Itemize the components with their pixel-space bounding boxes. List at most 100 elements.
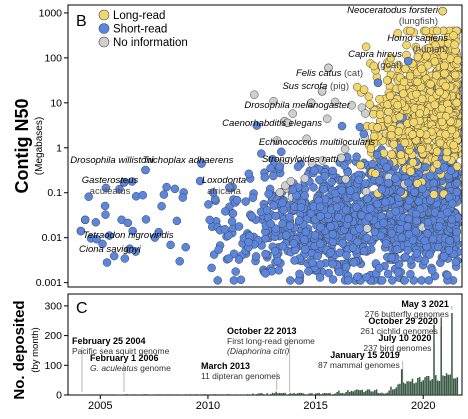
month-bar [304, 394, 306, 395]
month-bar [444, 376, 446, 395]
month-bar [283, 393, 285, 395]
annotation-date: May 3 2021 [401, 299, 449, 309]
month-bar [259, 393, 261, 395]
scatter-point [385, 108, 393, 116]
month-bar [320, 394, 322, 395]
scatter-point [448, 216, 456, 224]
scatter-point [417, 145, 425, 153]
month-bar [399, 384, 401, 395]
scatter-point [270, 202, 278, 210]
scatter-point [418, 95, 426, 103]
month-bar [277, 393, 279, 395]
month-bar [279, 393, 281, 395]
scatter-point [335, 213, 343, 221]
scatter-point [342, 206, 350, 214]
month-bar [412, 379, 414, 395]
scatter-point [338, 186, 346, 194]
scatter-point [404, 223, 412, 231]
scatter-point [405, 196, 413, 204]
scatter-point [232, 268, 240, 276]
month-bar [369, 389, 371, 395]
month-bar [401, 369, 403, 395]
highlighted-point [142, 166, 150, 174]
month-bar [351, 391, 353, 395]
month-bar [299, 393, 301, 395]
scatter-point [430, 191, 438, 199]
scatter-point [416, 129, 424, 137]
scatter-point [286, 222, 294, 230]
scatter-point [262, 269, 270, 277]
scatter-point [443, 148, 451, 156]
scatter-point [269, 172, 277, 180]
scatter-point [371, 228, 379, 236]
scatter-point [291, 257, 299, 265]
month-bar [349, 392, 351, 395]
scatter-point [301, 236, 309, 244]
y-tick-label-c: 100 [44, 360, 62, 372]
scatter-point [221, 225, 229, 233]
month-bar [80, 394, 82, 395]
scatter-point [404, 179, 412, 187]
month-bar [103, 394, 105, 395]
scatter-point [343, 251, 351, 259]
month-bar [335, 394, 337, 396]
species-label: Drosophila melanogaster [244, 100, 350, 111]
scatter-point [301, 175, 309, 183]
month-bar [137, 394, 139, 395]
month-bar [270, 394, 272, 395]
scatter-point [388, 150, 396, 158]
scatter-point [208, 264, 216, 272]
scatter-point [385, 179, 393, 187]
scatter-point [121, 255, 129, 263]
scatter-point [262, 250, 270, 258]
y-axis-title-c: No. deposited [11, 300, 28, 399]
scatter-point [425, 276, 433, 284]
scatter-point [329, 230, 337, 238]
y-tick-label-b: 0.001 [36, 277, 62, 289]
scatter-point [452, 258, 460, 266]
month-bar [378, 393, 380, 395]
y-axis-title-b: Contig N50 [12, 98, 32, 193]
scatter-point [429, 235, 437, 243]
legend-label: No information [113, 37, 188, 49]
month-bar [381, 393, 383, 395]
scatter-point [335, 268, 343, 276]
month-bar [109, 394, 111, 395]
scatter-point [228, 217, 236, 225]
month-bar [311, 393, 313, 395]
month-bar [302, 393, 304, 395]
y-tick-label-b: 1 [56, 142, 62, 154]
scatter-point [92, 218, 100, 226]
scatter-point [363, 273, 371, 281]
month-bar [196, 394, 198, 395]
month-bar [455, 378, 457, 395]
y-tick-label-c: 200 [44, 330, 62, 342]
x-tick-label-c: 2020 [411, 400, 435, 412]
scatter-point [433, 160, 441, 168]
month-bar [85, 394, 87, 395]
month-bar [313, 394, 315, 395]
month-bar [406, 381, 408, 395]
month-bar [410, 382, 412, 395]
species-label: Strongyloides ratti [262, 154, 339, 165]
month-bar [426, 376, 428, 395]
scatter-point [275, 266, 283, 274]
scatter-point [310, 167, 318, 175]
scatter-point [394, 101, 402, 109]
scatter-point [382, 198, 390, 206]
month-bar [324, 393, 326, 395]
scatter-point [375, 264, 383, 272]
month-bar [300, 393, 302, 395]
scatter-point [418, 185, 426, 193]
month-bar [275, 392, 277, 395]
month-bar [308, 394, 310, 395]
month-bar [419, 377, 421, 395]
scatter-point [327, 223, 335, 231]
scatter-point [317, 223, 325, 231]
scatter-point [301, 192, 309, 200]
month-bar [376, 389, 378, 395]
month-bar [390, 387, 392, 395]
